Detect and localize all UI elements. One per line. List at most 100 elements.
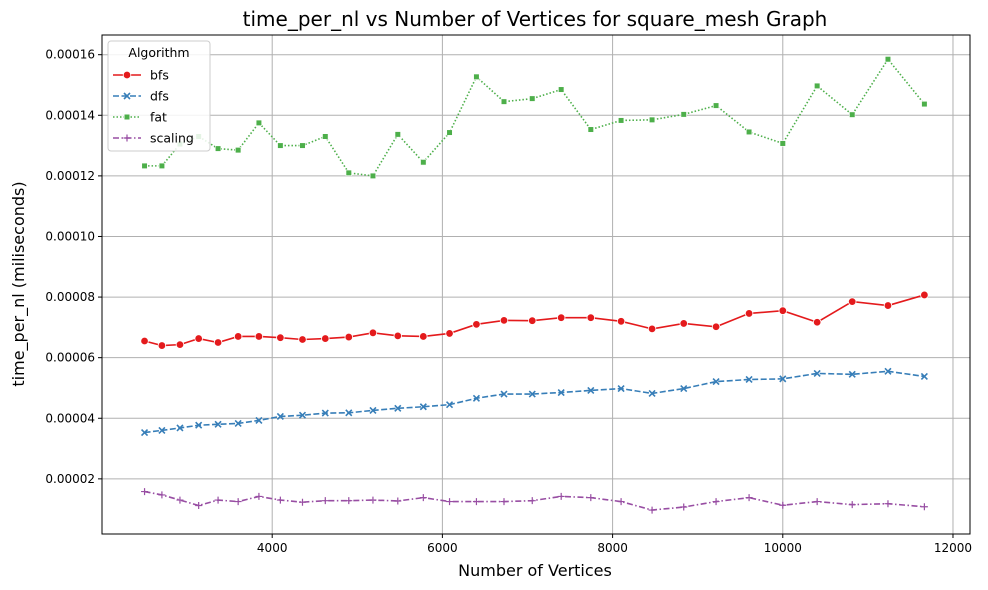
- data-point-bfs: [194, 334, 203, 343]
- x-tick-label: 10000: [764, 541, 802, 555]
- legend-marker-fat: [123, 113, 131, 121]
- data-point-fat: [617, 117, 625, 124]
- legend-label-bfs: bfs: [150, 68, 169, 83]
- data-point-dfs: [276, 412, 284, 421]
- data-point-scaling: [617, 498, 625, 506]
- data-point-dfs: [745, 375, 753, 384]
- data-point-dfs: [680, 385, 688, 393]
- data-point-scaling: [446, 498, 454, 506]
- data-point-fat: [849, 111, 856, 118]
- y-tick-label: 0.00002: [45, 472, 95, 486]
- data-point-fat: [779, 140, 786, 147]
- data-point-scaling: [472, 498, 480, 506]
- data-point-bfs: [254, 332, 264, 341]
- data-point-scaling: [234, 498, 242, 506]
- data-point-fat: [921, 100, 928, 108]
- series-line-dfs: [144, 370, 925, 434]
- data-point-scaling: [195, 502, 203, 510]
- data-point-dfs: [321, 409, 329, 417]
- data-point-dfs: [369, 406, 377, 414]
- x-axis-title: Number of Vertices: [458, 561, 612, 580]
- x-tick-label: 6000: [427, 541, 458, 555]
- y-tick-label: 0.00004: [45, 411, 95, 425]
- data-point-scaling: [321, 497, 329, 505]
- data-point-bfs: [445, 329, 454, 338]
- legend-marker-scaling: [123, 134, 131, 142]
- data-point-fat: [712, 102, 720, 109]
- y-tick-label: 0.00010: [45, 229, 95, 243]
- data-point-scaling: [255, 492, 263, 500]
- data-point-dfs: [920, 372, 928, 381]
- data-point-fat: [322, 133, 329, 140]
- data-point-bfs: [848, 297, 857, 306]
- data-point-bfs: [276, 333, 285, 342]
- data-point-dfs: [158, 426, 166, 434]
- data-point-bfs: [472, 320, 481, 329]
- data-point-scaling: [419, 494, 427, 502]
- data-point-scaling: [680, 503, 688, 511]
- data-point-bfs: [213, 338, 223, 347]
- grid-lines: [102, 35, 970, 534]
- data-point-fat: [529, 95, 536, 102]
- data-point-dfs: [528, 390, 536, 398]
- data-point-fat: [884, 56, 892, 63]
- y-tick-label: 0.00014: [45, 108, 95, 122]
- data-point-dfs: [848, 370, 856, 378]
- data-point-dfs: [712, 378, 720, 386]
- data-point-dfs: [884, 367, 892, 375]
- data-point-scaling: [214, 496, 222, 504]
- data-point-dfs: [140, 428, 149, 437]
- data-point-dfs: [195, 421, 203, 429]
- legend-label-fat: fat: [150, 110, 167, 125]
- data-point-dfs: [472, 394, 480, 402]
- data-point-fat: [473, 73, 480, 80]
- data-point-scaling: [813, 498, 821, 506]
- legend-box: [107, 40, 211, 152]
- data-point-scaling: [587, 494, 595, 502]
- data-point-fat: [745, 128, 753, 136]
- data-point-dfs: [345, 409, 353, 417]
- y-tick-label: 0.00008: [45, 290, 95, 304]
- data-point-fat: [345, 169, 352, 176]
- y-tick-label: 0.00006: [45, 351, 95, 365]
- data-point-fat: [648, 116, 656, 123]
- data-point-bfs: [175, 340, 185, 349]
- series-fat: [141, 56, 928, 179]
- data-point-dfs: [779, 375, 787, 383]
- data-point-bfs: [368, 328, 378, 338]
- data-point-bfs: [298, 335, 307, 344]
- data-point-scaling: [298, 498, 306, 506]
- x-tick-label: 4000: [257, 541, 288, 555]
- legend-item-scaling: scaling: [113, 131, 194, 146]
- data-point-fat: [255, 119, 263, 126]
- data-point-bfs: [920, 290, 929, 300]
- data-point-dfs: [648, 389, 656, 397]
- data-point-scaling: [848, 501, 856, 509]
- data-point-bfs: [586, 313, 596, 322]
- data-point-scaling: [528, 497, 536, 505]
- data-point-bfs: [647, 324, 657, 334]
- data-point-scaling: [745, 494, 753, 502]
- data-point-fat: [420, 159, 427, 166]
- data-point-dfs: [813, 369, 821, 377]
- data-point-bfs: [679, 319, 688, 328]
- data-point-fat: [680, 111, 687, 118]
- data-point-scaling: [648, 506, 656, 514]
- data-point-fat: [141, 162, 148, 169]
- data-point-dfs: [445, 401, 454, 409]
- data-point-bfs: [233, 332, 243, 341]
- data-point-bfs: [812, 318, 822, 327]
- data-point-bfs: [344, 332, 353, 342]
- data-point-scaling: [158, 491, 166, 499]
- data-point-fat: [446, 129, 453, 136]
- data-point-scaling: [712, 498, 720, 506]
- plot-frame: [101, 34, 971, 535]
- data-point-scaling: [345, 497, 353, 505]
- series-scaling: [141, 488, 928, 514]
- y-axis-title: time_per_nl (miliseconds): [9, 181, 29, 386]
- series-layer: [140, 56, 929, 514]
- data-point-scaling: [557, 492, 565, 500]
- data-point-dfs: [617, 385, 625, 393]
- data-point-fat: [558, 86, 565, 93]
